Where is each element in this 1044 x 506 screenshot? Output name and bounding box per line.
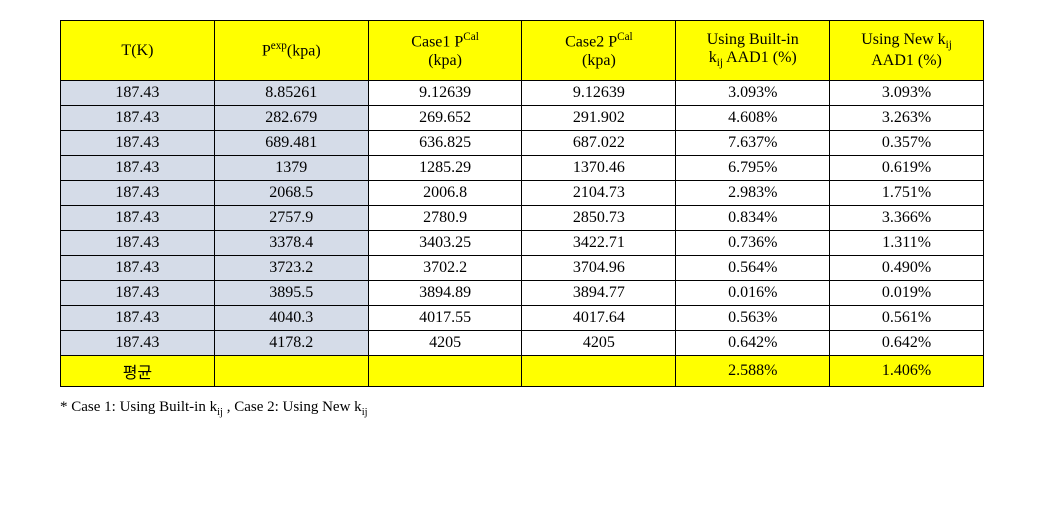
avg-cell <box>214 356 368 387</box>
col-header-case1: Case1 PCal(kpa) <box>368 21 522 81</box>
cell: 0.561% <box>830 306 984 331</box>
cell: 187.43 <box>61 106 215 131</box>
cell: 3894.89 <box>368 281 522 306</box>
cell: 187.43 <box>61 131 215 156</box>
cell: 4040.3 <box>214 306 368 331</box>
cell: 3.263% <box>830 106 984 131</box>
cell: 2850.73 <box>522 206 676 231</box>
cell: 4205 <box>522 331 676 356</box>
avg-cell <box>522 356 676 387</box>
avg-label: 평균 <box>61 356 215 387</box>
table-row: 187.438.852619.126399.126393.093%3.093% <box>61 81 984 106</box>
cell: 187.43 <box>61 306 215 331</box>
table-row: 187.433378.43403.253422.710.736%1.311% <box>61 231 984 256</box>
cell: 0.564% <box>676 256 830 281</box>
table-row: 187.434040.34017.554017.640.563%0.561% <box>61 306 984 331</box>
table-row: 187.434178.2420542050.642%0.642% <box>61 331 984 356</box>
cell: 3.093% <box>830 81 984 106</box>
cell: 636.825 <box>368 131 522 156</box>
cell: 1.751% <box>830 181 984 206</box>
cell: 687.022 <box>522 131 676 156</box>
cell: 269.652 <box>368 106 522 131</box>
cell: 2757.9 <box>214 206 368 231</box>
cell: 8.85261 <box>214 81 368 106</box>
table-header: T(K)Pexp(kpa)Case1 PCal(kpa)Case2 PCal(k… <box>61 21 984 81</box>
cell: 1.311% <box>830 231 984 256</box>
cell: 282.679 <box>214 106 368 131</box>
cell: 1379 <box>214 156 368 181</box>
cell: 2.983% <box>676 181 830 206</box>
cell: 0.834% <box>676 206 830 231</box>
cell: 0.642% <box>830 331 984 356</box>
cell: 3894.77 <box>522 281 676 306</box>
cell: 1285.29 <box>368 156 522 181</box>
cell: 3422.71 <box>522 231 676 256</box>
cell: 3378.4 <box>214 231 368 256</box>
col-header-tk: T(K) <box>61 21 215 81</box>
cell: 7.637% <box>676 131 830 156</box>
footnote: * Case 1: Using Built-in kij , Case 2: U… <box>60 399 984 418</box>
cell: 689.481 <box>214 131 368 156</box>
cell: 187.43 <box>61 331 215 356</box>
cell: 291.902 <box>522 106 676 131</box>
cell: 187.43 <box>61 256 215 281</box>
cell: 0.619% <box>830 156 984 181</box>
data-table: T(K)Pexp(kpa)Case1 PCal(kpa)Case2 PCal(k… <box>60 20 984 387</box>
table-row: 187.433723.23702.23704.960.564%0.490% <box>61 256 984 281</box>
cell: 187.43 <box>61 231 215 256</box>
cell: 0.563% <box>676 306 830 331</box>
avg-row: 평균 2.588%1.406% <box>61 356 984 387</box>
cell: 187.43 <box>61 156 215 181</box>
cell: 9.12639 <box>522 81 676 106</box>
cell: 2006.8 <box>368 181 522 206</box>
cell: 4.608% <box>676 106 830 131</box>
table-row: 187.433895.53894.893894.770.016%0.019% <box>61 281 984 306</box>
cell: 3.366% <box>830 206 984 231</box>
cell: 187.43 <box>61 181 215 206</box>
table-row: 187.43689.481636.825687.0227.637%0.357% <box>61 131 984 156</box>
cell: 2068.5 <box>214 181 368 206</box>
table-row: 187.432068.52006.82104.732.983%1.751% <box>61 181 984 206</box>
col-header-case2: Case2 PCal(kpa) <box>522 21 676 81</box>
col-header-pexp: Pexp(kpa) <box>214 21 368 81</box>
table-row: 187.43282.679269.652291.9024.608%3.263% <box>61 106 984 131</box>
cell: 3702.2 <box>368 256 522 281</box>
cell: 2104.73 <box>522 181 676 206</box>
table-row: 187.4313791285.291370.466.795%0.619% <box>61 156 984 181</box>
cell: 4017.55 <box>368 306 522 331</box>
cell: 0.019% <box>830 281 984 306</box>
cell: 9.12639 <box>368 81 522 106</box>
cell: 4205 <box>368 331 522 356</box>
table-body: 187.438.852619.126399.126393.093%3.093%1… <box>61 81 984 387</box>
cell: 0.736% <box>676 231 830 256</box>
cell: 0.642% <box>676 331 830 356</box>
col-header-newkij: Using New kijAAD1 (%) <box>830 21 984 81</box>
table-row: 187.432757.92780.92850.730.834%3.366% <box>61 206 984 231</box>
cell: 1370.46 <box>522 156 676 181</box>
cell: 187.43 <box>61 206 215 231</box>
cell: 187.43 <box>61 281 215 306</box>
cell: 0.016% <box>676 281 830 306</box>
avg-cell: 1.406% <box>830 356 984 387</box>
cell: 4017.64 <box>522 306 676 331</box>
cell: 3.093% <box>676 81 830 106</box>
cell: 3403.25 <box>368 231 522 256</box>
cell: 3704.96 <box>522 256 676 281</box>
cell: 4178.2 <box>214 331 368 356</box>
avg-cell <box>368 356 522 387</box>
cell: 0.357% <box>830 131 984 156</box>
cell: 6.795% <box>676 156 830 181</box>
cell: 187.43 <box>61 81 215 106</box>
avg-cell: 2.588% <box>676 356 830 387</box>
cell: 3723.2 <box>214 256 368 281</box>
cell: 2780.9 <box>368 206 522 231</box>
cell: 3895.5 <box>214 281 368 306</box>
col-header-builtin: Using Built-inkij AAD1 (%) <box>676 21 830 81</box>
cell: 0.490% <box>830 256 984 281</box>
